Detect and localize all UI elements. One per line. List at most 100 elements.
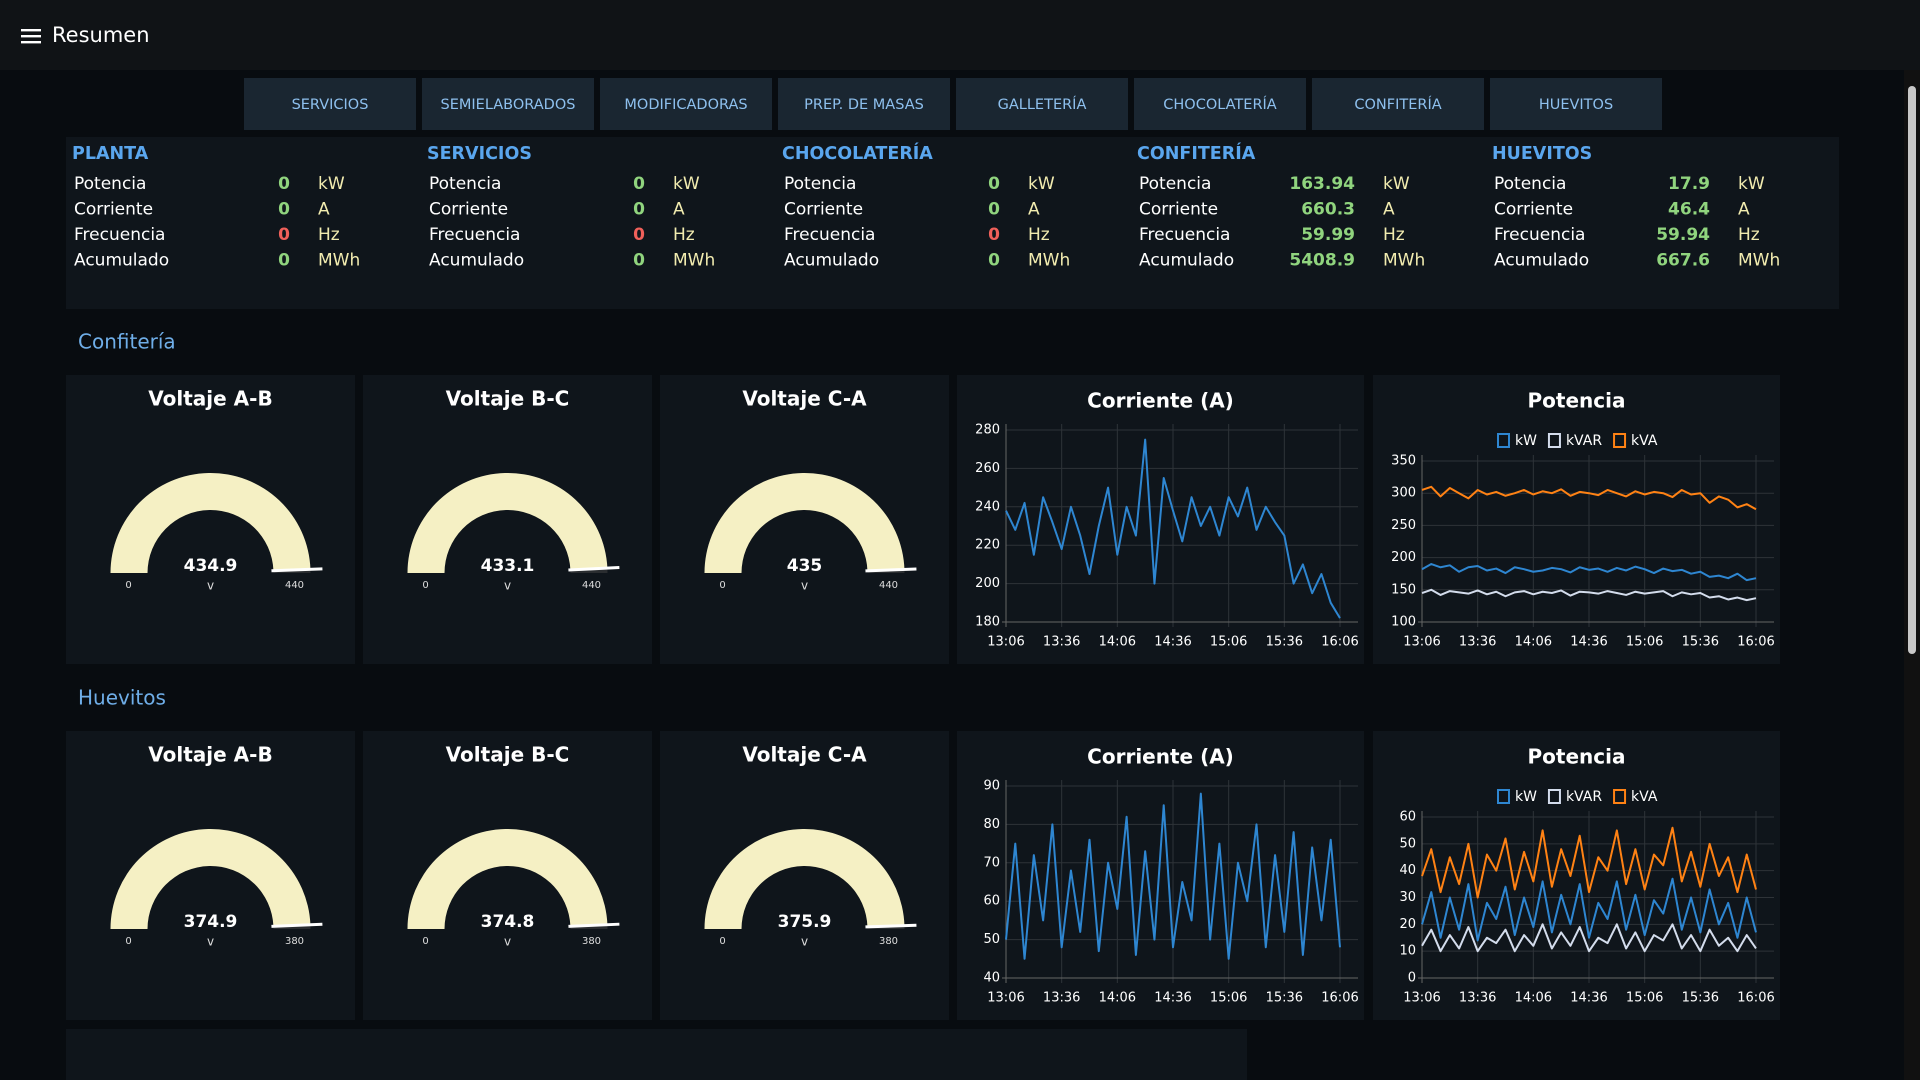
summary-label: Frecuencia (429, 225, 520, 245)
gauge-panel (363, 731, 652, 1020)
tab-label[interactable]: CONFITERÍA (1354, 96, 1441, 113)
gauge-title: Voltaje B-C (446, 743, 570, 767)
scrollbar-thumb[interactable] (1908, 86, 1916, 654)
menu-icon[interactable] (21, 29, 41, 44)
summary-value: 0 (988, 200, 1000, 220)
y-tick-label: 80 (983, 817, 1000, 832)
summary-label: Corriente (784, 200, 863, 220)
y-tick-label: 10 (1399, 944, 1416, 959)
tab-label[interactable]: SERVICIOS (292, 97, 369, 113)
menu-line (21, 29, 41, 32)
x-tick-label: 15:36 (1682, 991, 1719, 1006)
legend-swatch (1497, 433, 1510, 448)
menu-line (21, 41, 41, 44)
gauge-panel (363, 375, 652, 664)
summary-label: Frecuencia (784, 225, 875, 245)
legend-label: kVAR (1566, 789, 1602, 805)
tab-label[interactable]: PREP. DE MASAS (804, 97, 924, 113)
gauge-value: 435 (787, 556, 823, 576)
gauge-title: Voltaje B-C (446, 387, 570, 411)
tab[interactable] (600, 78, 772, 130)
y-tick-label: 260 (975, 461, 1000, 476)
summary-value: 0 (633, 174, 645, 194)
series-line (1421, 877, 1757, 942)
tab-label[interactable]: CHOCOLATERÍA (1163, 96, 1277, 113)
summary-value: 59.99 (1301, 225, 1355, 245)
summary-value: 0 (278, 251, 290, 271)
chart-title: Potencia (1528, 745, 1626, 769)
gauge-arc (407, 829, 608, 929)
y-tick-label: 100 (1391, 615, 1416, 630)
summary-label: Potencia (74, 174, 146, 194)
tab[interactable] (422, 78, 594, 130)
summary-unit: kW (1383, 174, 1410, 194)
legend-swatch (1547, 433, 1561, 448)
summary-label: Corriente (429, 200, 508, 220)
summary-label: Frecuencia (1139, 225, 1230, 245)
summary-unit: A (318, 200, 330, 220)
tab-label[interactable]: GALLETERÍA (998, 96, 1087, 113)
gauge-arc (704, 829, 905, 929)
header-bar (0, 0, 1920, 70)
x-tick-label: 15:36 (1266, 991, 1303, 1006)
gauge-unit: v (504, 935, 511, 949)
summary-label: Potencia (1139, 174, 1211, 194)
gauge-needle (568, 922, 620, 928)
gauge-max: 380 (879, 936, 898, 947)
tab[interactable] (1490, 78, 1662, 130)
menu-line (21, 35, 41, 38)
y-tick-label: 20 (1399, 917, 1416, 932)
gauge-needle (271, 567, 323, 573)
gauge-panel (66, 731, 355, 1020)
legend-swatch (1613, 433, 1627, 448)
summary-label: Corriente (1494, 200, 1573, 220)
y-tick-label: 60 (1399, 810, 1416, 825)
summary-label: Frecuencia (74, 225, 165, 245)
gauge-title: Voltaje C-A (742, 743, 867, 767)
x-tick-label: 16:06 (1737, 635, 1774, 650)
y-tick-label: 30 (1399, 890, 1416, 905)
y-tick-label: 60 (983, 894, 1000, 909)
gauge-max: 440 (285, 580, 304, 591)
summary-unit: MWh (673, 251, 715, 271)
section-title: Huevitos (78, 686, 166, 710)
y-tick-label: 350 (1391, 454, 1416, 469)
tab-label[interactable]: SEMIELABORADOS (441, 97, 576, 113)
summary-unit: A (673, 200, 685, 220)
summary-title: SERVICIOS (427, 144, 532, 164)
chart-panel (1373, 731, 1780, 1020)
x-tick-label: 14:36 (1570, 635, 1607, 650)
tab[interactable] (956, 78, 1128, 130)
summary-unit: A (1383, 200, 1395, 220)
y-tick-label: 280 (975, 423, 1000, 438)
y-tick-label: 90 (983, 779, 1000, 794)
gauge-min: 0 (125, 580, 131, 591)
summary-unit: MWh (1738, 251, 1780, 271)
summary-unit: Hz (318, 225, 340, 245)
tab[interactable] (244, 78, 416, 130)
series-line (1005, 438, 1341, 619)
gauge-min: 0 (719, 936, 725, 947)
legend-label: kVA (1631, 789, 1658, 805)
summary-panel (66, 137, 1839, 309)
summary-label: Frecuencia (1494, 225, 1585, 245)
y-tick-label: 70 (983, 855, 1000, 870)
tab-label[interactable]: HUEVITOS (1539, 97, 1613, 113)
tab[interactable] (778, 78, 950, 130)
y-tick-label: 50 (983, 932, 1000, 947)
header-title: Resumen (52, 23, 150, 47)
x-tick-label: 14:06 (1515, 991, 1552, 1006)
summary-value: 17.9 (1668, 174, 1710, 194)
gauge-panel (660, 375, 949, 664)
summary-label: Acumulado (1139, 251, 1234, 271)
summary-value: 660.3 (1301, 200, 1355, 220)
tab[interactable] (1312, 78, 1484, 130)
gauge-needle (865, 567, 917, 573)
summary-unit: A (1738, 200, 1750, 220)
gauge-needle (865, 923, 917, 929)
x-tick-label: 13:36 (1043, 991, 1080, 1006)
tab[interactable] (1134, 78, 1306, 130)
x-tick-label: 13:06 (1403, 991, 1440, 1006)
summary-value: 59.94 (1656, 225, 1710, 245)
tab-label[interactable]: MODIFICADORAS (624, 97, 747, 113)
